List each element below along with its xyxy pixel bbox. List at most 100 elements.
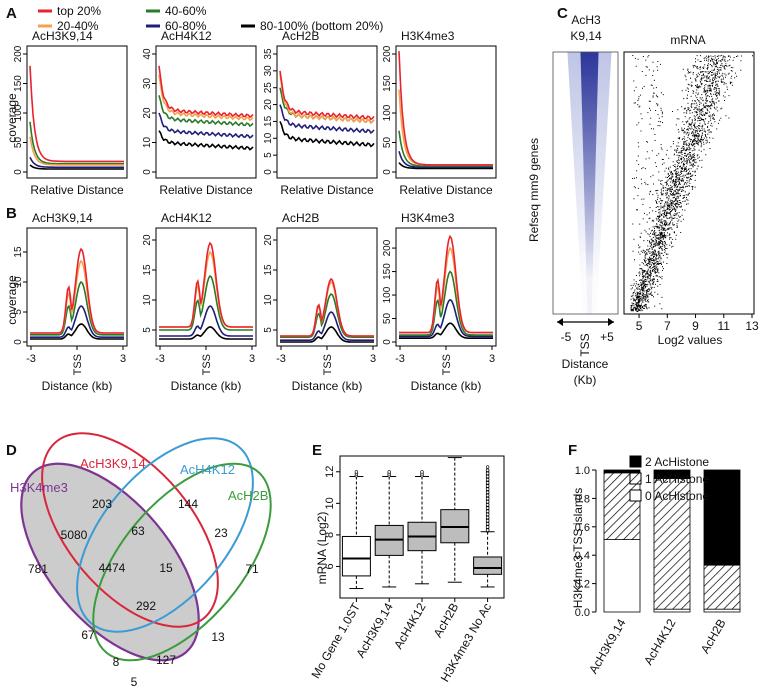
outlier [485, 528, 490, 532]
heatmap-row-core [583, 178, 596, 180]
heatmap-row-core [586, 286, 593, 288]
heatmap-row [573, 160, 606, 162]
heatmap-row [578, 244, 601, 246]
heatmap-row-core [581, 86, 598, 88]
heatmap-row [576, 204, 603, 206]
y-tick-label: 10 [142, 294, 153, 306]
heatmap-row-core [582, 120, 597, 122]
heatmap-row [574, 178, 605, 180]
heatmap-row [577, 230, 602, 232]
heatmap-row-core [585, 244, 594, 246]
panel-b-chart: AcH2B 5 10 15 20 -3 TSS 3 Distance (kb) [263, 211, 378, 393]
y-tick-label: 20 [263, 234, 274, 246]
heatmap-row-core [586, 274, 593, 276]
venn-count: 63 [131, 524, 145, 538]
heatmap-row-core [581, 72, 598, 74]
heatmap-row-core [584, 214, 595, 216]
venn-ach4k12 [76, 437, 254, 633]
y-tick-label: 0.2 [575, 579, 590, 591]
venn-count: 5080 [61, 528, 88, 542]
heatmap-row-core [586, 296, 593, 298]
x-tick-label: -3 [276, 353, 286, 365]
venn-count: 781 [28, 562, 48, 576]
heatmap-row [574, 170, 605, 172]
outlier [485, 465, 490, 469]
outlier [485, 474, 490, 479]
stacked-segment [653, 478, 691, 610]
profile-line [398, 130, 493, 167]
y-tick-label: 100 [382, 286, 393, 303]
heatmap-row [575, 186, 604, 188]
heatmap-row-core [586, 264, 593, 266]
panel-b-ylabel: coverage [5, 275, 19, 325]
outlier [485, 503, 490, 507]
venn-ach3k914 [41, 432, 219, 628]
heatmap-row [577, 220, 602, 222]
outlier [485, 490, 490, 494]
heatmap-row [576, 198, 603, 200]
heatmap-row-core [587, 312, 592, 314]
heatmap-row [579, 260, 600, 262]
legend-label-1ach: 1 AcHistone [645, 472, 709, 486]
outlier [354, 470, 359, 474]
y-tick-label: 0 [142, 169, 153, 175]
venn-count: 144 [178, 497, 198, 511]
heatmap-row-core [585, 256, 594, 258]
venn-count: 15 [159, 561, 173, 575]
x-tick-label: -3 [26, 353, 36, 365]
tss-profile-line [399, 234, 493, 334]
venn-count: 292 [136, 599, 156, 613]
heatmap-row-core [582, 110, 597, 112]
heatmap-row-core [584, 212, 595, 214]
x-tick-label: AcH4K12 [641, 616, 679, 667]
profile-line [279, 70, 375, 121]
box-body [473, 556, 503, 575]
x-tick-label: 3 [249, 353, 255, 365]
heatmap-row-core [585, 226, 594, 228]
legend-swatch-2ach [629, 455, 642, 468]
heatmap-row-core [584, 218, 595, 220]
profile-line [158, 112, 254, 139]
panel-b-xlabel: Distance (kb) [42, 379, 113, 393]
y-tick-label: 30 [142, 78, 153, 90]
heatmap-row [578, 246, 601, 248]
y-tick-label: 50 [382, 137, 393, 149]
heatmap-row-core [580, 54, 599, 56]
y-tick-label: 0.4 [575, 550, 590, 562]
y-tick-label: 15 [142, 264, 153, 276]
venn-label-ach4k12: AcH4K12 [180, 462, 235, 477]
heatmap-row-core [580, 68, 599, 70]
panel-b-xlabel: Distance (kb) [411, 379, 482, 393]
heatmap-row-core [583, 168, 596, 170]
heatmap-row-core [582, 146, 597, 148]
y-tick-label: 0 [263, 169, 274, 175]
x-tick-label: 5 [636, 319, 643, 333]
heatmap-xaxis [557, 318, 614, 326]
heatmap-row-core [587, 306, 592, 308]
heatmap-row-core [582, 144, 597, 146]
heatmap-row-core [581, 108, 598, 110]
tss-profile-line [399, 298, 493, 338]
profile-line [29, 136, 124, 166]
panel-label-e: E [312, 442, 322, 459]
heatmap-row-core [585, 246, 594, 248]
heatmap-row-core [586, 298, 593, 300]
stacked-segment [703, 469, 741, 566]
heatmap-row-core [582, 140, 597, 142]
heatmap-row-core [581, 78, 598, 80]
y-tick-label: 200 [13, 45, 24, 62]
legend-label-40-60: 40-60% [165, 4, 207, 18]
y-tick-label: 100 [382, 104, 393, 121]
venn-label-h3k4me3: H3K4me3 [10, 480, 68, 495]
heat-xlabel-line1: Distance [562, 357, 609, 371]
heatmap-row-core [580, 64, 599, 66]
panel-a-chart: AcH3K9,14 0 50 100 150 200 Relative Distance [13, 29, 128, 197]
heatmap-row [574, 164, 605, 166]
heatmap-row-core [582, 114, 597, 116]
outlier [485, 493, 490, 498]
heatmap-row-core [587, 310, 592, 312]
tss-profile-line [30, 247, 124, 334]
heatmap-row [578, 234, 601, 236]
